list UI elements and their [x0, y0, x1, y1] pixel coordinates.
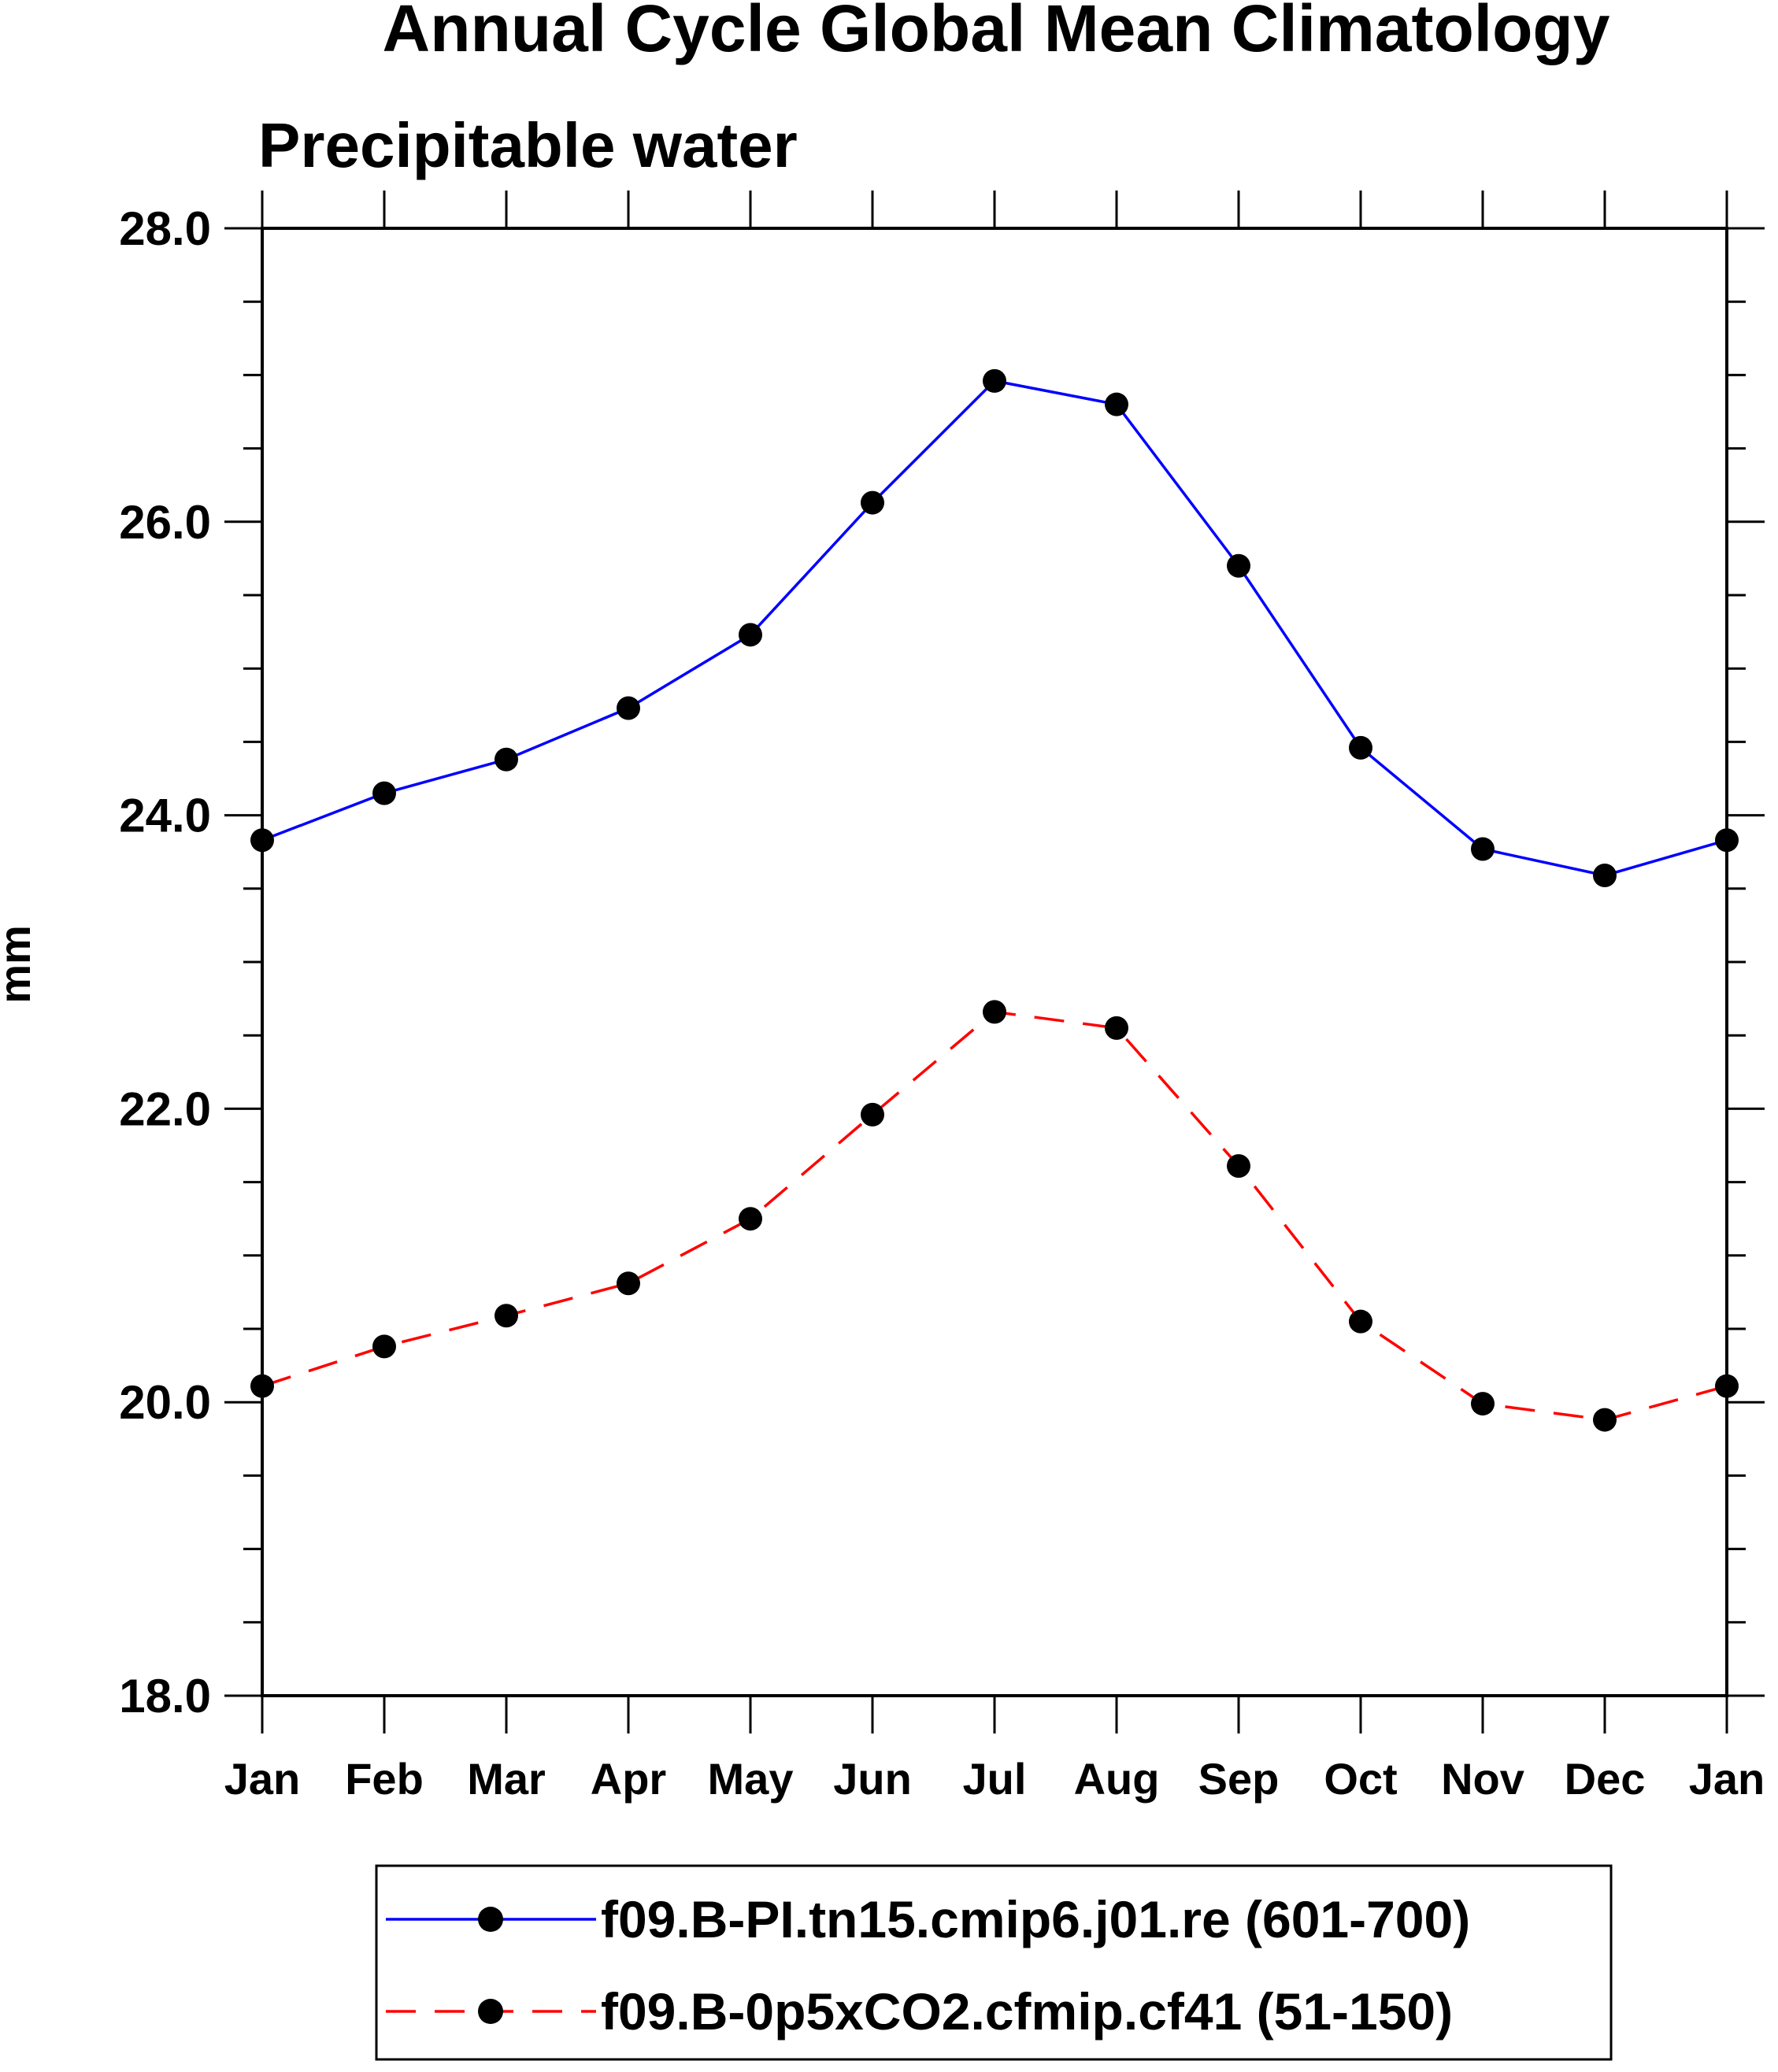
legend-items: f09.B-PI.tn15.cmip6.j01.re (601-700) f09.… — [386, 1890, 1470, 2041]
legend: f09.B-PI.tn15.cmip6.j01.re (601-700) f09.… — [375, 1864, 1613, 2061]
y-tick-label: 18.0 — [119, 1670, 211, 1722]
series-1-point — [250, 828, 274, 853]
chart-subtitle: Precipitable water — [258, 110, 798, 180]
y-tick-label: 26.0 — [119, 496, 211, 549]
x-tick-label: Feb — [345, 1754, 424, 1804]
series-2-point — [983, 1000, 1006, 1024]
x-tick-label: Sep — [1198, 1754, 1280, 1804]
x-tick-label: Apr — [591, 1754, 666, 1804]
series-2-point — [1593, 1408, 1617, 1432]
series-1-point — [1227, 553, 1250, 578]
x-tick-label: May — [708, 1754, 794, 1804]
series-2-point — [250, 1374, 274, 1398]
x-tick-label: Nov — [1441, 1754, 1524, 1804]
series-2-point — [1471, 1392, 1495, 1416]
x-tick-label: Jan — [224, 1754, 301, 1804]
y-axis-label: mm — [0, 925, 39, 1004]
x-tick-label: Jul — [963, 1754, 1027, 1804]
series-1-point — [861, 490, 884, 515]
legend-marker-2 — [478, 1999, 503, 2024]
y-tick-label: 28.0 — [119, 202, 211, 255]
series-1-point — [1349, 735, 1372, 760]
series-2-point — [861, 1102, 884, 1127]
legend-marker-1 — [478, 1907, 503, 1932]
x-tick-label: Dec — [1565, 1754, 1646, 1804]
series-1-point — [1593, 864, 1617, 888]
series-1-point — [739, 623, 762, 647]
x-tick-label: Oct — [1324, 1754, 1397, 1804]
series-1-point — [617, 696, 640, 720]
axis-ticks — [224, 191, 1765, 1733]
series-2-point — [495, 1304, 518, 1328]
legend-label-1: f09.B-PI.tn15.cmip6.j01.re (601-700) — [601, 1890, 1470, 1948]
y-tick-label: 24.0 — [119, 790, 211, 842]
x-tick-label: Mar — [467, 1754, 546, 1804]
series-2-point — [739, 1207, 762, 1231]
series-1-point — [1715, 828, 1739, 853]
plot-frame — [261, 227, 1728, 1697]
series-2-point — [1349, 1309, 1372, 1334]
series-2-point — [1105, 1016, 1128, 1040]
series-2-point — [1715, 1374, 1739, 1398]
y-tick-labels: 18.0 20.0 22.0 24.0 26.0 28.0 — [119, 202, 211, 1722]
series-1-point — [495, 747, 518, 771]
series-1-point — [1105, 392, 1128, 416]
series-line-1 — [261, 379, 1728, 877]
x-tick-label: Aug — [1074, 1754, 1160, 1804]
series-1-point — [983, 368, 1006, 393]
legend-label-2: f09.B-0p5xCO2.cfmip.cf41 (51-150) — [601, 1982, 1453, 2041]
x-tick-label: Jun — [833, 1754, 912, 1804]
series-1-point — [372, 781, 396, 805]
x-tick-labels: Jan Feb Mar Apr May Jun Jul Aug Sep Oct Nov Dec Jan — [224, 1754, 1765, 1804]
series-2-point — [1227, 1154, 1250, 1178]
legend-box — [375, 1864, 1613, 2061]
series-line-2 — [261, 1010, 1728, 1422]
y-tick-label: 20.0 — [119, 1376, 211, 1429]
chart-title: Annual Cycle Global Mean Climatology — [383, 0, 1610, 65]
series-2-point — [372, 1334, 396, 1359]
series-group — [250, 368, 1739, 1432]
series-2-point — [617, 1271, 640, 1296]
y-tick-label: 22.0 — [119, 1082, 211, 1135]
x-tick-label: Jan — [1689, 1754, 1765, 1804]
series-1-point — [1471, 837, 1495, 861]
